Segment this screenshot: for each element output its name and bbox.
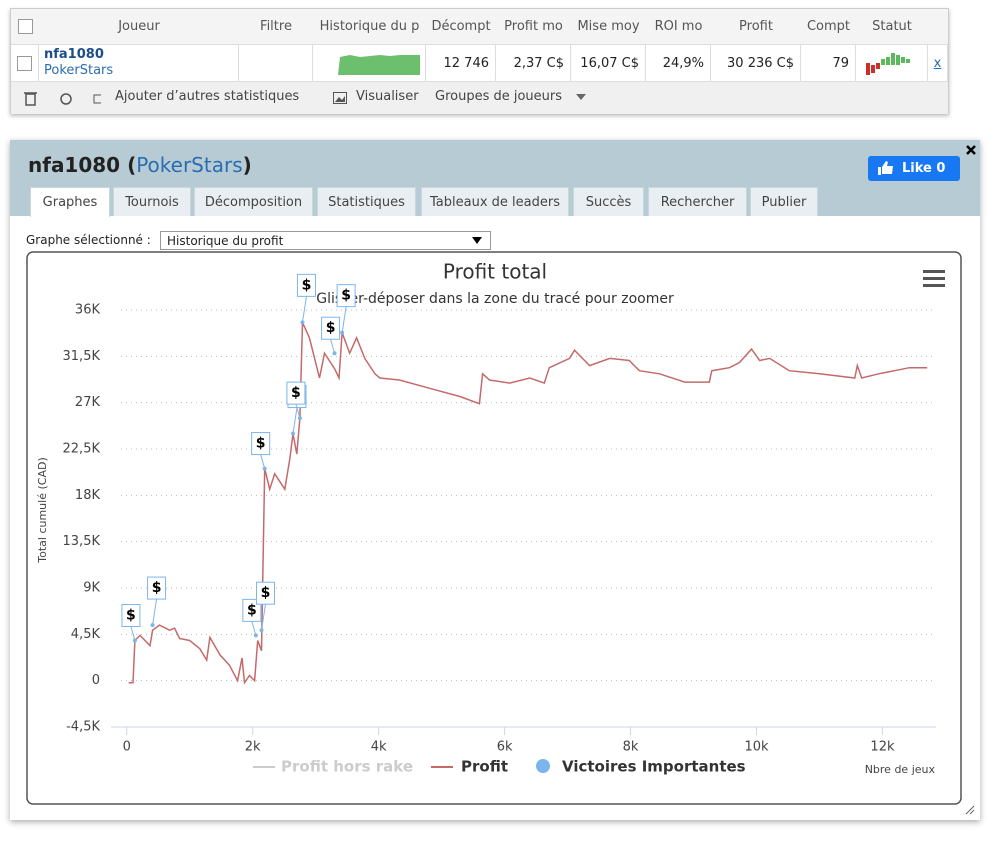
add-stats-button[interactable]: Ajouter d’autres statistiques [115, 89, 300, 104]
status-bars [866, 53, 910, 75]
stat-cell: 79 [801, 44, 856, 81]
player-site[interactable]: PokerStars [44, 63, 114, 78]
stats-table: Joueur Filtre Historique du p Décompt Profit… [10, 8, 949, 114]
remove-link[interactable]: x [928, 44, 948, 81]
profile-panel: nfa1080 (PokerStars) Like 0 Graphes Tourn… [10, 140, 980, 820]
column-header[interactable]: Profit [711, 9, 802, 44]
toolbar: Ajouter d’autres statistiques Visualiser… [11, 81, 948, 114]
tab[interactable]: Succès [573, 187, 644, 216]
tab[interactable]: Tournois [113, 187, 191, 216]
close-icon[interactable] [966, 145, 976, 155]
tab[interactable]: Décomposition [194, 187, 313, 216]
tab[interactable]: Graphes [30, 187, 110, 217]
toolbar-icons [24, 92, 101, 106]
visualize-button[interactable]: Visualiser [356, 89, 419, 104]
select-arrow [472, 237, 482, 244]
select-label: Graphe sélectionné : [26, 233, 151, 247]
stat-cell: 16,07 C$ [571, 44, 646, 81]
player-cell: nfa1080 PokerStars [39, 44, 239, 81]
like-label: Like 0 [902, 161, 946, 176]
stat-cell: 30 236 C$ [711, 44, 801, 81]
status-cell [856, 44, 928, 81]
column-header[interactable]: Mise moy [571, 9, 647, 44]
tab[interactable]: Rechercher [648, 187, 747, 216]
column-header[interactable]: Filtre [239, 9, 314, 44]
column-header[interactable]: Décompt [426, 9, 497, 44]
filter-cell [239, 44, 313, 81]
header-filler [928, 9, 948, 44]
dropdown-arrow [576, 94, 586, 100]
column-header[interactable]: Statut [856, 9, 929, 44]
column-header[interactable]: Compt [801, 9, 857, 44]
graph-select[interactable]: Historique du profit [160, 231, 491, 250]
header-checkbox-cell [11, 9, 40, 44]
stat-cell: 12 746 [426, 44, 496, 81]
tab[interactable]: Statistiques [317, 187, 416, 216]
stat-cell: 2,37 C$ [496, 44, 571, 81]
visualize-icon [333, 92, 347, 104]
column-header[interactable]: Historique du p [313, 9, 427, 44]
thumb-icon [878, 161, 893, 175]
sparkline [320, 55, 420, 75]
checkbox[interactable] [17, 19, 33, 34]
column-header[interactable]: Profit mo [496, 9, 572, 44]
title-player: nfa1080 ( [28, 153, 137, 177]
stat-cell: 24,9% [646, 44, 711, 81]
column-header[interactable]: ROI mo [646, 9, 712, 44]
title-close-paren: ) [242, 153, 252, 177]
panel-title: nfa1080 (PokerStars) [28, 153, 252, 177]
column-header[interactable]: Joueur [39, 9, 240, 44]
title-site[interactable]: PokerStars [136, 153, 243, 177]
select-value: Historique du profit [167, 234, 284, 248]
like-button[interactable]: Like 0 [868, 156, 960, 181]
player-name[interactable]: nfa1080 [44, 47, 104, 62]
row-checkbox-cell [11, 44, 39, 81]
player-groups-button[interactable]: Groupes de joueurs [435, 89, 563, 104]
tab[interactable]: Tableaux de leaders [421, 187, 569, 216]
panel-header: nfa1080 (PokerStars) Like 0 Graphes Tourn… [10, 140, 980, 217]
history-cell [313, 44, 426, 81]
tab[interactable]: Publier [750, 187, 818, 216]
checkbox[interactable] [17, 56, 32, 71]
